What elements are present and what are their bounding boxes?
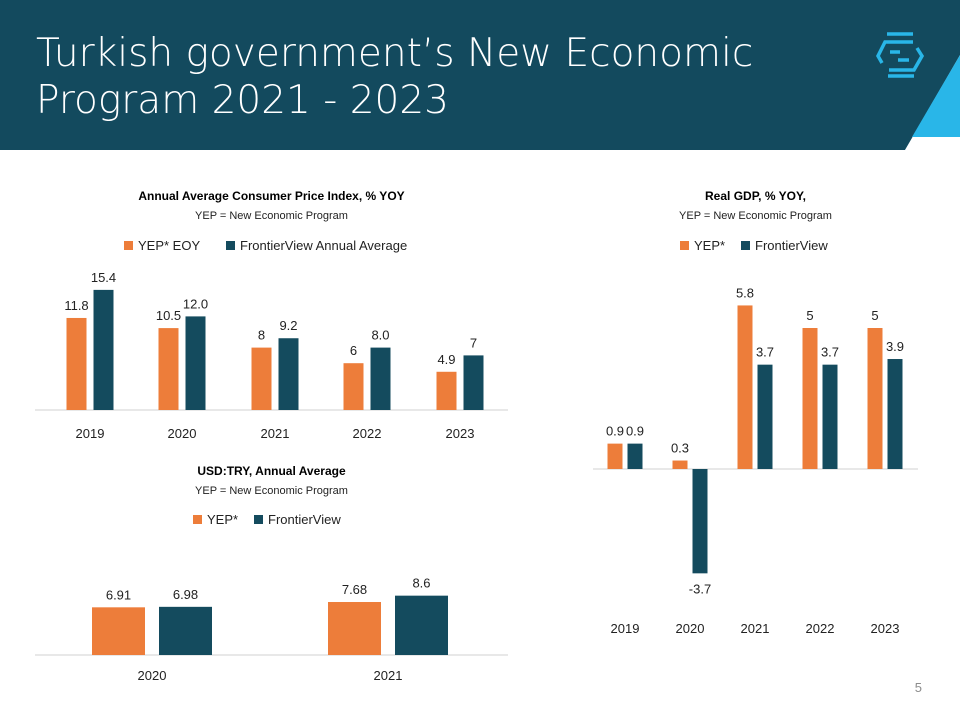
- data-label: 6: [350, 343, 357, 358]
- bar: [436, 371, 457, 410]
- bar: [737, 305, 753, 469]
- category-label: 2021: [374, 668, 403, 683]
- legend-swatch: [680, 241, 689, 250]
- data-label: 7.68: [342, 582, 367, 597]
- bar: [66, 317, 87, 410]
- data-label: 11.8: [64, 298, 88, 313]
- header-decoration: [876, 32, 960, 150]
- bar: [692, 469, 708, 574]
- data-label: 8.6: [412, 576, 430, 591]
- bar: [627, 443, 643, 469]
- bar: [251, 347, 272, 410]
- data-label: 3.9: [886, 339, 904, 354]
- chart-title: Annual Average Consumer Price Index, % Y…: [138, 189, 404, 203]
- bar: [185, 316, 206, 410]
- chart-title: USD:TRY, Annual Average: [197, 464, 346, 478]
- category-label: 2019: [76, 426, 105, 441]
- bar: [672, 460, 688, 469]
- bar: [607, 443, 623, 469]
- page-title: Turkish government’s New Economic Progra…: [36, 31, 754, 123]
- chart-title: Real GDP, % YOY,: [705, 189, 806, 203]
- bar: [159, 606, 212, 655]
- bar: [93, 289, 114, 410]
- data-label: 0.9: [606, 424, 624, 439]
- data-label: 8: [258, 328, 265, 343]
- bar: [867, 328, 883, 469]
- bar: [278, 338, 299, 410]
- data-label: -3.7: [689, 581, 711, 596]
- category-label: 2023: [446, 426, 475, 441]
- bar: [328, 602, 381, 655]
- category-label: 2019: [611, 621, 640, 636]
- bar: [343, 363, 364, 410]
- data-label: 6.91: [106, 587, 131, 602]
- legend-label: FrontierView: [268, 512, 341, 527]
- category-label: 2022: [806, 621, 835, 636]
- data-label: 5: [871, 308, 878, 323]
- bar: [158, 328, 179, 410]
- category-label: 2022: [353, 426, 382, 441]
- legend-label: YEP*: [207, 512, 238, 527]
- bar: [92, 607, 145, 655]
- chart-subtitle: YEP = New Economic Program: [195, 485, 348, 497]
- bar: [822, 364, 838, 469]
- data-label: 0.3: [671, 441, 689, 456]
- data-label: 15.4: [91, 270, 116, 285]
- data-label: 7: [470, 335, 477, 350]
- data-label: 6.98: [173, 587, 198, 602]
- bar: [887, 359, 903, 469]
- chart-subtitle: YEP = New Economic Program: [195, 210, 348, 222]
- category-label: 2021: [741, 621, 770, 636]
- legend-label: YEP*: [694, 238, 725, 253]
- bar: [370, 347, 391, 410]
- legend-label: YEP* EOY: [138, 238, 200, 253]
- page-number: 5: [914, 680, 922, 695]
- category-label: 2021: [261, 426, 290, 441]
- header-banner: [0, 0, 960, 150]
- legend-swatch: [124, 241, 133, 250]
- data-label: 12.0: [183, 296, 208, 311]
- data-label: 0.9: [626, 424, 644, 439]
- legend-label: FrontierView: [755, 238, 828, 253]
- category-label: 2020: [676, 621, 705, 636]
- data-label: 4.9: [437, 352, 455, 367]
- accent-triangle: [912, 55, 960, 137]
- chart-subtitle: YEP = New Economic Program: [679, 210, 832, 222]
- logo-icon: [876, 32, 925, 78]
- category-label: 2023: [871, 621, 900, 636]
- data-label: 3.7: [756, 345, 774, 360]
- category-label: 2020: [138, 668, 167, 683]
- bar: [395, 595, 448, 655]
- data-label: 5.8: [736, 285, 754, 300]
- data-label: 9.2: [279, 318, 297, 333]
- legend-swatch: [254, 515, 263, 524]
- legend-swatch: [193, 515, 202, 524]
- bar: [802, 328, 818, 469]
- data-label: 8.0: [371, 328, 389, 343]
- data-label: 3.7: [821, 345, 839, 360]
- legend-label: FrontierView Annual Average: [240, 238, 407, 253]
- legend-swatch: [226, 241, 235, 250]
- data-label: 5: [806, 308, 813, 323]
- bar: [463, 355, 484, 410]
- legend-swatch: [741, 241, 750, 250]
- bar: [757, 364, 773, 469]
- data-label: 10.5: [156, 308, 181, 323]
- category-label: 2020: [168, 426, 197, 441]
